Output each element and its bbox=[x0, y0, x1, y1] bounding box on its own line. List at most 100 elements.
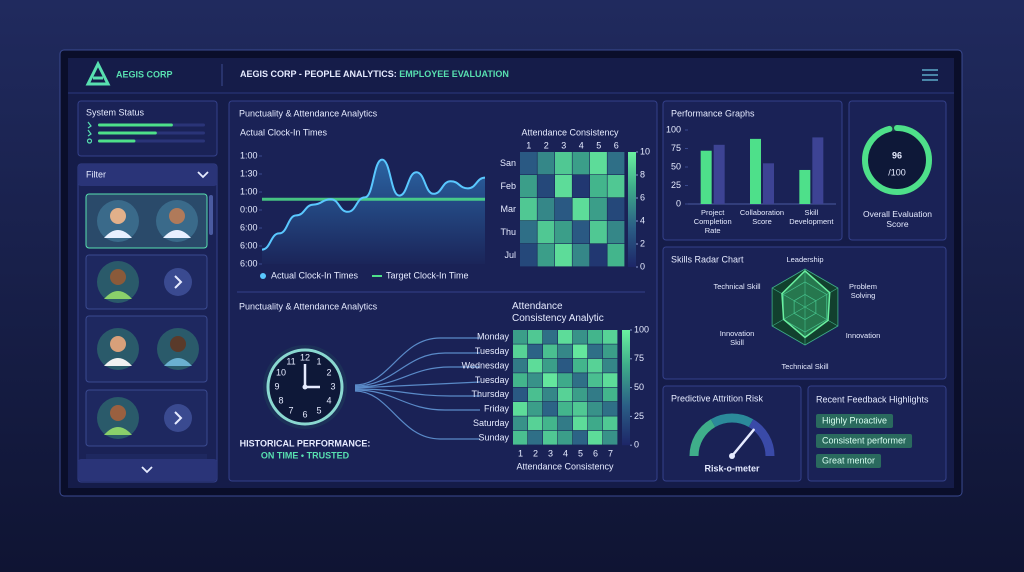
heat-cell bbox=[528, 373, 543, 387]
heat-cell bbox=[555, 244, 572, 267]
heat-cell bbox=[603, 330, 618, 344]
feedback-tag bbox=[816, 454, 882, 468]
radar-spoke bbox=[804, 287, 839, 308]
panel-title: Skills Radar Chart bbox=[671, 254, 744, 264]
caption: HISTORICAL PERFORMANCE: bbox=[240, 438, 371, 448]
colorbar-label: 2 bbox=[640, 238, 645, 248]
heat-cell bbox=[537, 221, 555, 244]
gauge-hub bbox=[729, 453, 735, 459]
colorbar-label: 75 bbox=[634, 353, 644, 363]
status-bar bbox=[98, 123, 173, 127]
row-label: Wednesday bbox=[462, 360, 510, 370]
axis-label: Problem Solving bbox=[849, 282, 877, 300]
column-label: 6 bbox=[614, 140, 619, 150]
heat-cell bbox=[555, 198, 572, 221]
heat-cell bbox=[573, 430, 588, 445]
heat-cell bbox=[543, 402, 558, 416]
next-button[interactable] bbox=[164, 268, 192, 296]
heat-cell bbox=[520, 198, 537, 221]
heat-cell bbox=[558, 344, 573, 359]
heat-cell bbox=[543, 430, 558, 445]
radar-area bbox=[781, 269, 831, 339]
heat-cell bbox=[528, 430, 543, 445]
bar bbox=[750, 138, 761, 204]
heat-cell bbox=[603, 373, 618, 387]
colorbar-label: 0 bbox=[634, 440, 639, 450]
area bbox=[262, 159, 485, 264]
heat-cell bbox=[543, 416, 558, 431]
panel-title: Punctuality & Attendance Analytics bbox=[239, 108, 378, 118]
heat-cell bbox=[537, 152, 555, 175]
heat-cell bbox=[588, 430, 603, 445]
title-main: AEGIS CORP - PEOPLE ANALYTICS: bbox=[240, 69, 399, 79]
heat-cell bbox=[555, 152, 572, 175]
column-label: 7 bbox=[608, 448, 613, 458]
status-bar bbox=[98, 139, 136, 143]
heat-cell bbox=[558, 373, 573, 387]
colorbar-label: 6 bbox=[640, 192, 645, 202]
svg-text:2: 2 bbox=[326, 367, 331, 377]
row-label: Feb bbox=[500, 181, 516, 191]
page-title: AEGIS CORP - PEOPLE ANALYTICS: EMPLOYEE … bbox=[240, 69, 509, 79]
axis-label: Leadership bbox=[786, 255, 824, 264]
axis-label: Technical Skill bbox=[781, 362, 829, 371]
heat-cell bbox=[558, 387, 573, 402]
chart-subtitle: Actual Clock-In Times bbox=[240, 127, 328, 137]
radar-spoke bbox=[771, 306, 806, 327]
bar bbox=[713, 144, 725, 204]
heat-cell bbox=[558, 402, 573, 416]
heat-cell bbox=[528, 416, 543, 431]
x-tick-label: Skill Development bbox=[789, 208, 834, 226]
column-label: 6 bbox=[593, 448, 598, 458]
heat-cell bbox=[513, 373, 528, 387]
y-tick-label: 25 bbox=[671, 180, 681, 190]
y-tick-label: 75 bbox=[671, 143, 681, 153]
y-tick-label: 6:00 bbox=[240, 222, 258, 232]
bar bbox=[799, 169, 811, 204]
row-label: Thursday bbox=[471, 389, 509, 399]
column-label: 1 bbox=[526, 140, 531, 150]
next-button[interactable] bbox=[164, 404, 192, 432]
filter-chevron[interactable] bbox=[197, 171, 209, 179]
heat-cell bbox=[590, 198, 607, 221]
colorbar-label: 4 bbox=[640, 215, 645, 225]
heat-cell bbox=[573, 387, 588, 402]
heat-cell bbox=[543, 387, 558, 402]
svg-text:8: 8 bbox=[278, 395, 283, 405]
gauge-segment bbox=[689, 419, 716, 457]
heat-cell bbox=[588, 402, 603, 416]
panel-title: System Status bbox=[86, 107, 145, 117]
axis-label: Innovation Skill bbox=[719, 329, 755, 347]
heat-cell bbox=[572, 175, 590, 198]
svg-text:4: 4 bbox=[326, 395, 331, 405]
heat-cell bbox=[572, 221, 590, 244]
heat-cell bbox=[520, 152, 537, 175]
colorbar-label: 8 bbox=[640, 169, 645, 179]
gauge-segment bbox=[748, 419, 775, 457]
heat-cell bbox=[607, 244, 625, 267]
heat-cell bbox=[573, 330, 588, 344]
status-text: ON TIME • TRUSTED bbox=[261, 450, 350, 460]
panel-title: Predictive Attrition Risk bbox=[671, 393, 764, 403]
heat-cell bbox=[603, 387, 618, 402]
colorbar-label: 100 bbox=[634, 324, 649, 334]
employee-cards bbox=[78, 193, 217, 481]
heat-cell bbox=[573, 416, 588, 431]
heat-cell bbox=[558, 330, 573, 344]
filter-header[interactable] bbox=[78, 164, 217, 186]
radar-spoke bbox=[771, 287, 806, 308]
heat-cell bbox=[590, 221, 607, 244]
heat-cell bbox=[528, 344, 543, 359]
heat-cell bbox=[520, 244, 537, 267]
down-chevron[interactable] bbox=[141, 466, 153, 474]
menu-button[interactable] bbox=[922, 69, 938, 81]
colorbar bbox=[622, 330, 630, 446]
heat-cell bbox=[558, 416, 573, 431]
scroll-down[interactable] bbox=[78, 459, 217, 481]
scrollbar[interactable] bbox=[209, 195, 213, 235]
heat-cell bbox=[558, 358, 573, 373]
row-label: Saturday bbox=[473, 418, 510, 428]
heat-cell bbox=[607, 221, 625, 244]
